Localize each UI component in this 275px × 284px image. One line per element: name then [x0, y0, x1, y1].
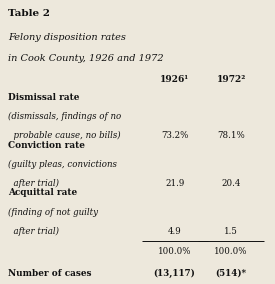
Text: 1972²: 1972² — [216, 75, 246, 84]
Text: 100.0%: 100.0% — [158, 247, 191, 256]
Text: (dismissals, findings of no: (dismissals, findings of no — [8, 112, 122, 122]
Text: (13,117): (13,117) — [154, 269, 196, 278]
Text: (guilty pleas, convictions: (guilty pleas, convictions — [8, 160, 117, 169]
Text: 1926¹: 1926¹ — [160, 75, 189, 84]
Text: (finding of not guilty: (finding of not guilty — [8, 208, 98, 217]
Text: Dismissal rate: Dismissal rate — [8, 93, 80, 102]
Text: Table 2: Table 2 — [8, 9, 50, 18]
Text: 1.5: 1.5 — [224, 227, 238, 235]
Text: 20.4: 20.4 — [221, 179, 241, 188]
Text: in Cook County, 1926 and 1972: in Cook County, 1926 and 1972 — [8, 55, 164, 63]
Text: Number of cases: Number of cases — [8, 269, 92, 278]
Text: 4.9: 4.9 — [168, 227, 182, 235]
Text: Felony disposition rates: Felony disposition rates — [8, 33, 126, 42]
Text: 21.9: 21.9 — [165, 179, 184, 188]
Text: 78.1%: 78.1% — [217, 131, 245, 140]
Text: (514)*: (514)* — [216, 269, 246, 278]
Text: after trial): after trial) — [8, 227, 59, 236]
Text: 100.0%: 100.0% — [214, 247, 248, 256]
Text: Conviction rate: Conviction rate — [8, 141, 85, 150]
Text: probable cause, no bills): probable cause, no bills) — [8, 131, 121, 141]
Text: Acquittal rate: Acquittal rate — [8, 189, 77, 197]
Text: after trial): after trial) — [8, 179, 59, 188]
Text: 73.2%: 73.2% — [161, 131, 188, 140]
